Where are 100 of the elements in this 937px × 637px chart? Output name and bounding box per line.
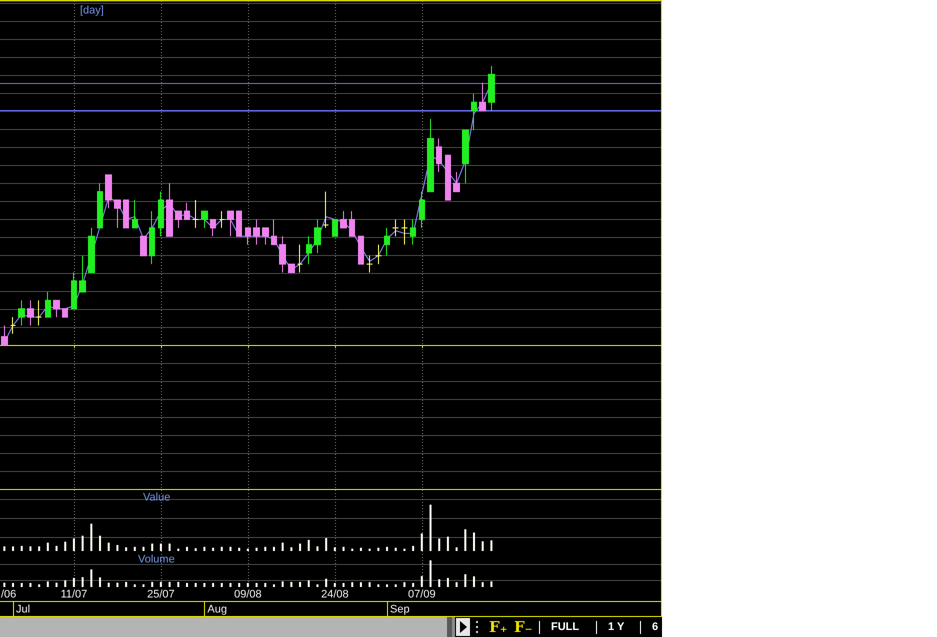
bar (142, 584, 145, 587)
bar (325, 578, 328, 587)
candlestick (297, 244, 303, 273)
candlestick (462, 130, 469, 184)
candlestick (392, 218, 399, 237)
bar (308, 540, 310, 551)
candlestick (227, 210, 234, 237)
bar (90, 569, 92, 587)
candlestick (453, 172, 460, 192)
bar (20, 583, 23, 587)
bar (351, 582, 354, 587)
bar (134, 584, 136, 587)
candlestick (62, 308, 68, 318)
candlestick (375, 244, 382, 265)
bar (99, 577, 102, 587)
bar (56, 546, 58, 551)
bar (446, 578, 449, 587)
bar (420, 576, 423, 587)
text: Jul (16, 604, 30, 616)
bar (229, 583, 232, 587)
bar (334, 583, 336, 587)
candlestick (18, 300, 25, 326)
bar (377, 584, 380, 587)
bar (46, 581, 49, 587)
candlestick (488, 66, 495, 112)
bar (473, 532, 476, 551)
bar (403, 582, 406, 587)
bar (446, 536, 449, 551)
bar (151, 582, 154, 587)
x-tick-label: 07/09 (408, 588, 436, 600)
bar (482, 582, 484, 587)
bar (194, 583, 197, 587)
chart-title: Volume (138, 554, 175, 566)
bar (29, 546, 32, 551)
bar (38, 584, 40, 587)
bar (394, 548, 397, 551)
candlestick (349, 210, 355, 237)
bar (290, 582, 292, 587)
bar (386, 584, 388, 587)
text: 1 Y (608, 620, 624, 634)
candlestick (123, 199, 129, 228)
bar (430, 504, 432, 551)
bar (490, 581, 492, 587)
candlestick (306, 236, 312, 265)
text: /06 (1, 588, 16, 600)
bar (212, 583, 214, 587)
bar (464, 574, 466, 587)
bar (246, 583, 249, 587)
bar (194, 548, 197, 551)
bar (64, 580, 66, 587)
bar (220, 583, 223, 587)
bar (82, 536, 84, 551)
bar (90, 524, 92, 551)
bar (264, 546, 266, 551)
bar (438, 579, 440, 587)
bar (220, 546, 223, 551)
text: F₋ (514, 617, 533, 637)
bar (430, 560, 432, 587)
bar (334, 547, 336, 551)
candlestick (358, 236, 364, 265)
candlestick (36, 300, 42, 326)
bar (464, 529, 466, 551)
candlestick (332, 218, 338, 237)
bar (272, 584, 275, 587)
bar (186, 546, 188, 551)
candlestick (71, 272, 77, 310)
bar (256, 583, 258, 587)
bar (342, 546, 345, 551)
bar (203, 583, 206, 587)
bar (29, 583, 32, 587)
candlestick (27, 300, 34, 326)
bar (203, 546, 206, 551)
chart-title: Value (143, 492, 170, 504)
bar (134, 546, 136, 551)
bar (160, 582, 162, 587)
candlestick (245, 227, 251, 246)
candlestick (366, 255, 373, 273)
candlestick (1, 324, 8, 346)
bar (282, 581, 284, 587)
candlestick (253, 218, 260, 246)
candlestick (79, 255, 86, 293)
bar (482, 541, 484, 551)
candlestick (114, 199, 121, 228)
candlestick (479, 82, 486, 112)
bar (116, 582, 118, 587)
bar (12, 546, 14, 551)
candlestick (45, 292, 51, 318)
bar (72, 578, 75, 587)
candlestick (314, 218, 321, 254)
x-tick-label: 24/08 (321, 588, 349, 600)
bar (299, 544, 302, 551)
candlestick (219, 210, 225, 228)
bar (160, 544, 162, 551)
bar (342, 583, 345, 587)
candlestick (236, 210, 242, 237)
bar (108, 582, 110, 587)
bar (377, 548, 380, 551)
candlestick (262, 227, 269, 246)
bar (272, 546, 275, 551)
bar (229, 546, 232, 551)
